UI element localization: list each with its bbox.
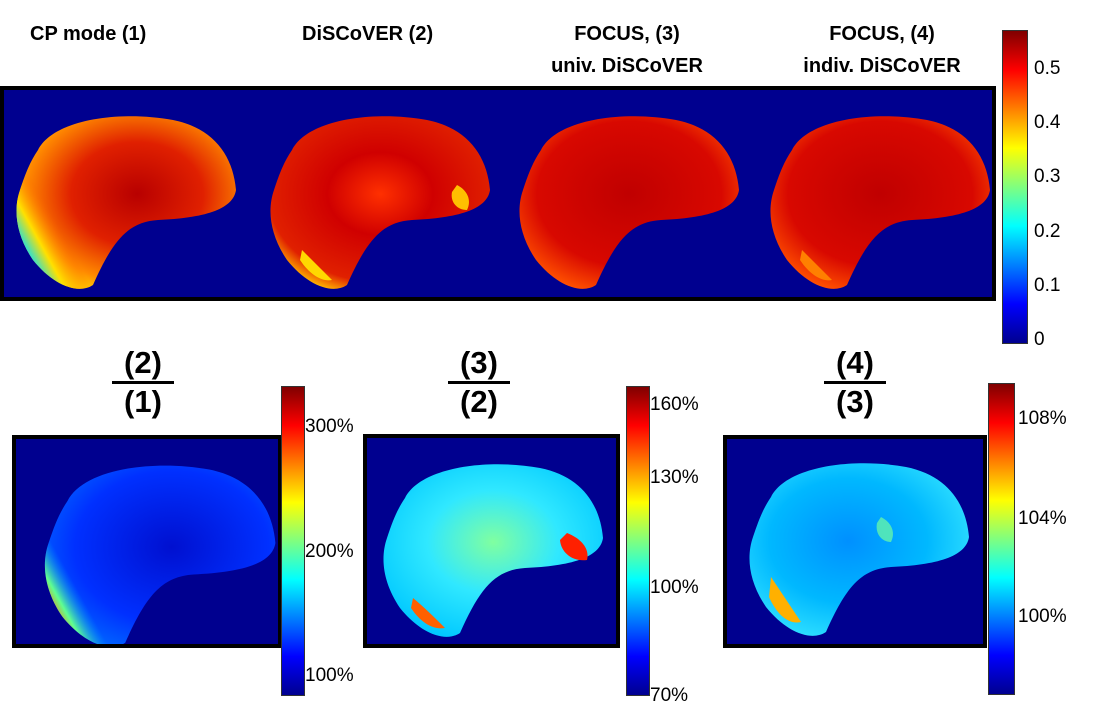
ratio-colorbar-tick: 108%: [1018, 408, 1067, 429]
ratio-colorbar-3-over-2: [626, 386, 650, 696]
top-colorbar-tick: 0.5: [1034, 58, 1061, 79]
ratio-colorbar-tick: 130%: [650, 467, 699, 488]
ratio-colorbar-2-over-1: [281, 386, 305, 696]
title-focus-indiv: FOCUS, (4) indiv. DiSCoVER: [803, 23, 961, 77]
title-discover: DiSCoVER (2): [302, 23, 434, 45]
map-focus-indiv: [770, 116, 990, 289]
map-cp-mode: [16, 116, 236, 289]
ratio-colorbar-tick: 160%: [650, 394, 699, 415]
ratio-colorbar-tick: 100%: [305, 665, 354, 686]
fraction-bar: [112, 381, 174, 384]
top-colorbar-tick: 0.1: [1034, 275, 1061, 296]
ratio-map-3-over-2: [363, 434, 620, 648]
ratio-colorbar-tick: 300%: [305, 416, 354, 437]
ratio-label-3-over-2: (3) (2): [444, 346, 514, 419]
top-maps: [16, 116, 990, 289]
top-colorbar-tick: 0.2: [1034, 221, 1061, 242]
title-cp-mode: CP mode (1): [30, 23, 147, 45]
ratio-colorbar-tick: 100%: [650, 577, 699, 598]
ratio-map-4-over-3: [723, 435, 987, 648]
top-map-panel: [0, 86, 996, 301]
ratio-colorbar-tick: 200%: [305, 541, 354, 562]
ratio-colorbar-tick: 70%: [650, 685, 689, 706]
top-colorbar: [1002, 30, 1028, 344]
ratio-label-4-over-3: (4) (3): [820, 346, 890, 419]
fraction-bar: [448, 381, 510, 384]
map-discover: [270, 116, 490, 289]
top-colorbar-tick: 0: [1034, 329, 1045, 350]
ratio-colorbar-tick: 100%: [1018, 606, 1067, 627]
title-focus-univ: FOCUS, (3) univ. DiSCoVER: [551, 23, 703, 77]
map-focus-univ: [519, 116, 739, 289]
ratio-map-2-over-1: [12, 435, 282, 648]
top-colorbar-tick: 0.3: [1034, 166, 1061, 187]
ratio-colorbar-4-over-3: [988, 383, 1015, 695]
fraction-bar: [824, 381, 886, 384]
ratio-label-2-over-1: (2) (1): [108, 346, 178, 419]
ratio-colorbar-tick: 104%: [1018, 508, 1067, 529]
top-colorbar-tick: 0.4: [1034, 112, 1061, 133]
